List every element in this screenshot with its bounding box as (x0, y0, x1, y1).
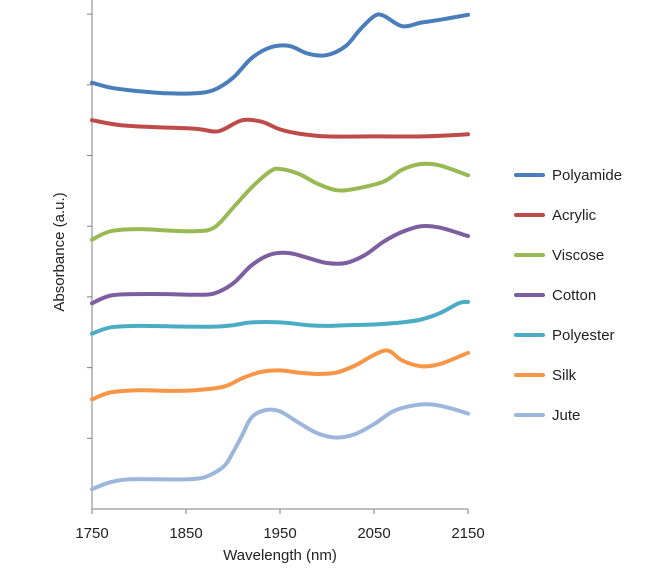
y-tick-marks (87, 13, 92, 439)
legend-label-viscose: Viscose (552, 247, 604, 264)
legend-label-silk: Silk (552, 367, 577, 384)
y-axis-title: Absorbance (a.u.) (51, 192, 68, 311)
axes: 1750 1850 1950 2050 2150 (75, 0, 485, 542)
x-tick-label: 1950 (263, 525, 296, 542)
x-tick-label: 2150 (451, 525, 484, 542)
legend-label-cotton: Cotton (552, 287, 596, 304)
series-line-silk (90, 348, 470, 402)
x-tick-marks: 1750 1850 1950 2050 2150 (75, 509, 485, 542)
x-tick-label: 1750 (75, 525, 108, 542)
series-line-cotton (90, 223, 470, 306)
legend-label-polyamide: Polyamide (552, 167, 622, 184)
series-lines (90, 12, 470, 492)
legend-label-jute: Jute (552, 407, 580, 424)
legend-label-polyester: Polyester (552, 327, 615, 344)
series-line-jute (90, 402, 470, 492)
series-line-polyester (90, 299, 470, 336)
series-line-polyamide (90, 12, 470, 96)
x-axis-title: Wavelength (nm) (223, 547, 337, 564)
legend: Polyamide Acrylic Viscose Cotton Polyester Si… (514, 167, 622, 424)
legend-label-acrylic: Acrylic (552, 207, 597, 224)
series-line-viscose (90, 161, 470, 242)
x-tick-label: 1850 (169, 525, 202, 542)
x-tick-label: 2050 (357, 525, 390, 542)
series-line-acrylic (90, 117, 470, 139)
